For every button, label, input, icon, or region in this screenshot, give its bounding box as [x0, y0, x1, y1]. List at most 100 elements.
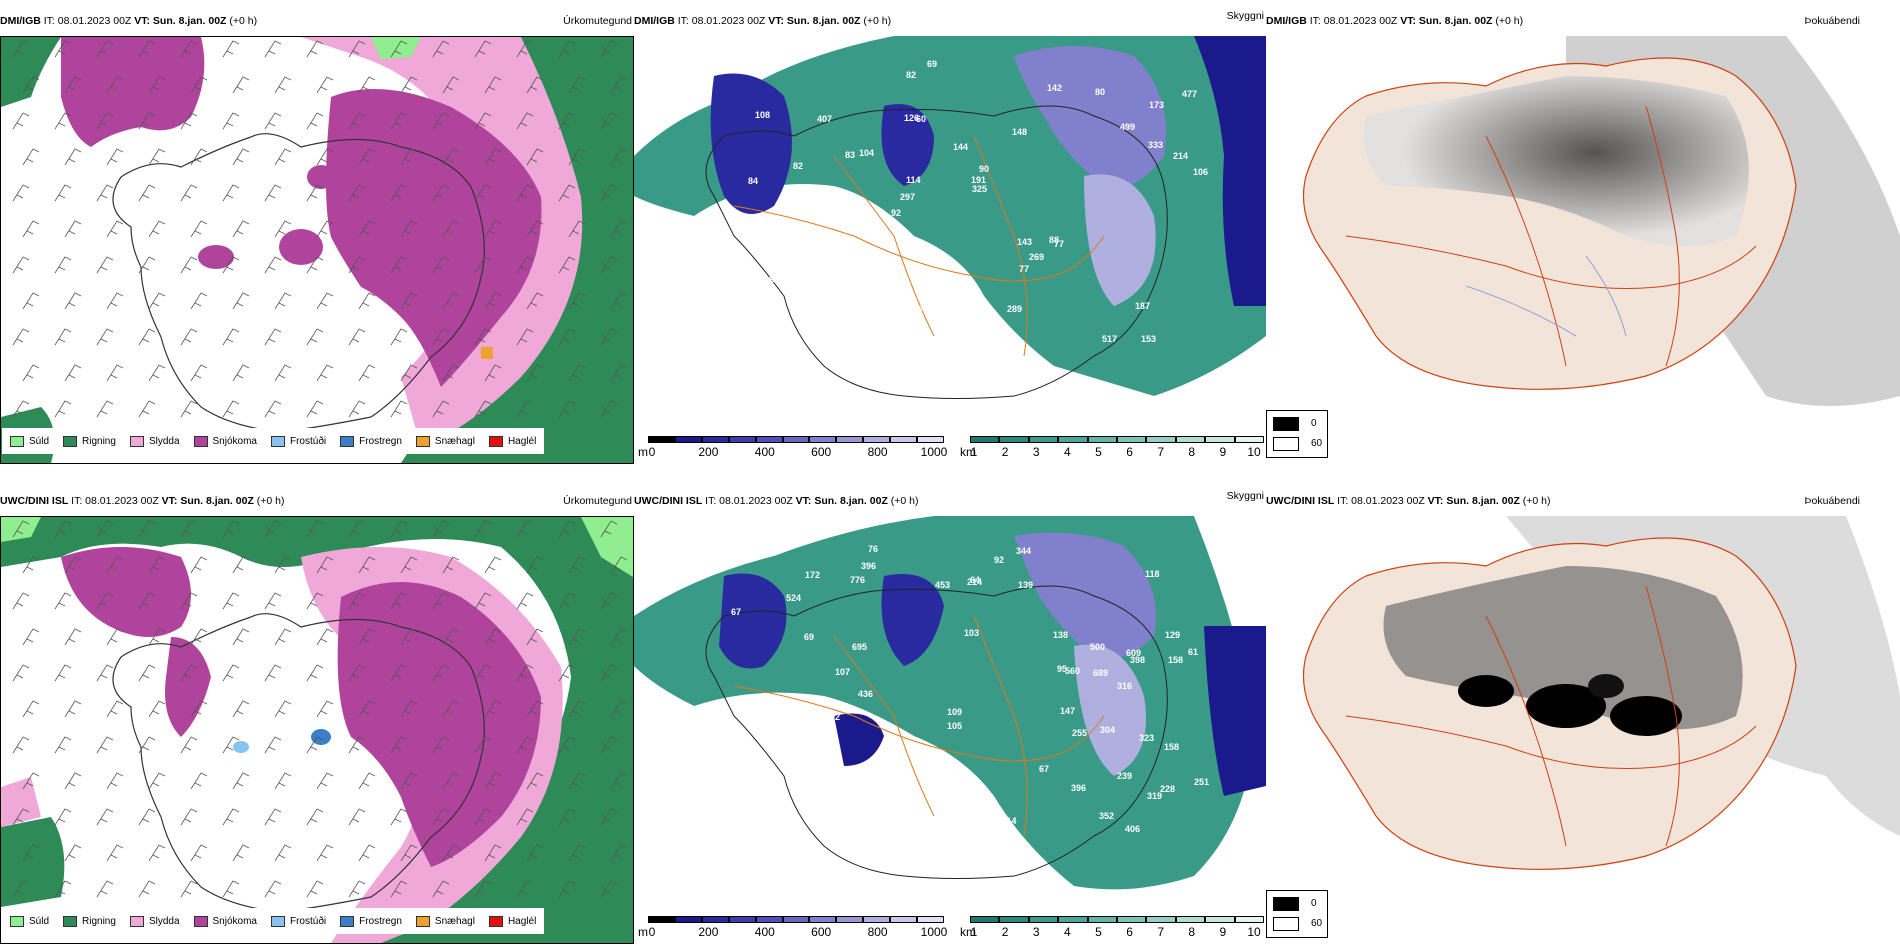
model-name: UWC/DINI ISL: [0, 495, 69, 507]
cloud-base-label: 189: [764, 275, 779, 285]
wind-barb: [516, 184, 534, 202]
wind-barb: [12, 184, 30, 202]
wind-barb: [12, 112, 30, 130]
wind-barb: [22, 844, 40, 862]
colorbar-tick-label: 6: [1126, 925, 1133, 939]
parameter-title: Úrkomutegund: [563, 15, 632, 27]
wind-barb: [316, 844, 334, 862]
wind-barb: [316, 292, 334, 310]
colorbar-segment: [1175, 436, 1206, 443]
wind-barb: [516, 880, 534, 898]
colorbar-segment: [863, 436, 891, 443]
colorbar-tick-label: 7: [1157, 925, 1164, 939]
cloud-base-label: 319: [1147, 791, 1162, 801]
cloud-base-label: 47: [887, 812, 897, 822]
wind-barb: [516, 40, 534, 58]
wind-barb: [274, 628, 292, 646]
wind-barb: [106, 772, 124, 790]
colorbar-segment: [755, 916, 783, 923]
legend-item-sleet: Slydda: [129, 435, 180, 447]
wind-barb: [400, 292, 418, 310]
wind-barb: [180, 520, 198, 538]
wind-barb: [390, 880, 408, 898]
wind-barb: [148, 844, 166, 862]
wind-barb: [96, 40, 114, 58]
wind-barb: [400, 628, 418, 646]
cloud-base-label: 118: [1145, 569, 1160, 579]
wind-barb: [306, 112, 324, 130]
wind-barb: [516, 592, 534, 610]
colorbar-unit: km: [960, 925, 976, 939]
wind-barb: [390, 184, 408, 202]
wind-barb: [64, 628, 82, 646]
cloud-base-label: 129: [739, 775, 754, 785]
wind-barb: [264, 328, 282, 346]
wind-barb: [568, 700, 586, 718]
cloud-base-label: 67: [731, 607, 741, 617]
cloud-base-label: 83: [742, 704, 752, 714]
colorbar-segment: [917, 916, 944, 923]
cloud-base-label: 114: [906, 175, 921, 185]
wind-barb: [12, 328, 30, 346]
colorbar-tick-label: 9: [1219, 925, 1227, 939]
wind-barb: [484, 364, 502, 382]
wind-barb: [106, 700, 124, 718]
model-name: UWC/DINI ISL: [1266, 495, 1335, 507]
cloud-base-colorbar: m 0 200 400 600 800 1000: [634, 436, 947, 460]
wind-barb: [432, 592, 450, 610]
colorbar-segment: [890, 916, 918, 923]
cloud-base-label: 172: [805, 570, 820, 580]
cloud-base-label: 499: [1120, 122, 1135, 132]
colorbar-tick-label: 800: [867, 445, 888, 459]
cloud-base-label: 239: [1117, 771, 1132, 781]
wind-barb: [400, 700, 418, 718]
cloud-base-label: 82: [906, 70, 916, 80]
wind-barb: [474, 808, 492, 826]
wind-barb: [442, 556, 460, 574]
wind-barb: [106, 844, 124, 862]
model-name: DMI/IGB: [634, 15, 675, 27]
wind-barb: [138, 400, 156, 418]
wind-barb: [148, 628, 166, 646]
wind-barb: [610, 76, 628, 94]
wind-barb: [54, 40, 72, 58]
wind-barb: [232, 148, 250, 166]
cloud-base-label: 92: [994, 555, 1004, 565]
legend-item-snow: Snjókoma: [193, 435, 257, 447]
init-time: IT: 08.01.2023 00Z: [71, 495, 159, 507]
wind-barb: [348, 256, 366, 274]
wind-barb: [390, 328, 408, 346]
wind-barb: [610, 844, 628, 862]
legend-item-rain: Rigning: [63, 435, 116, 447]
init-time: IT: 08.01.2023 00Z: [1309, 15, 1398, 27]
cloud-base-label: 695: [852, 642, 867, 652]
wind-barb: [526, 220, 544, 238]
wind-barb: [610, 364, 628, 382]
wind-barb: [516, 808, 534, 826]
wind-barb: [558, 40, 576, 58]
wind-barb: [432, 664, 450, 682]
cloud-base-label: 67: [1039, 764, 1049, 774]
wind-barb: [264, 40, 282, 58]
colorbar-tick-label: 0: [648, 925, 656, 939]
wind-barb: [232, 628, 250, 646]
wind-barb: [474, 40, 492, 58]
cloud-base-label: 105: [947, 721, 962, 731]
wind-barb: [54, 400, 72, 418]
colorbar-segment: [1117, 436, 1147, 443]
wind-barb: [432, 256, 450, 274]
wind-barb: [180, 40, 198, 58]
cloud-base-label: 251: [1194, 777, 1209, 787]
wind-barb: [64, 700, 82, 718]
wind-barb: [558, 520, 576, 538]
wind-barb: [12, 520, 30, 538]
wind-barb: [180, 592, 198, 610]
wind-barb: [358, 220, 376, 238]
colorbar-tick-label: 400: [754, 925, 775, 939]
wind-barb: [96, 112, 114, 130]
wind-barb: [306, 400, 324, 418]
wind-barb: [222, 808, 240, 826]
legend-item-drizzle: Súld: [10, 435, 49, 447]
cloud-base-label: 406: [1125, 824, 1140, 834]
wind-barb: [348, 880, 366, 898]
